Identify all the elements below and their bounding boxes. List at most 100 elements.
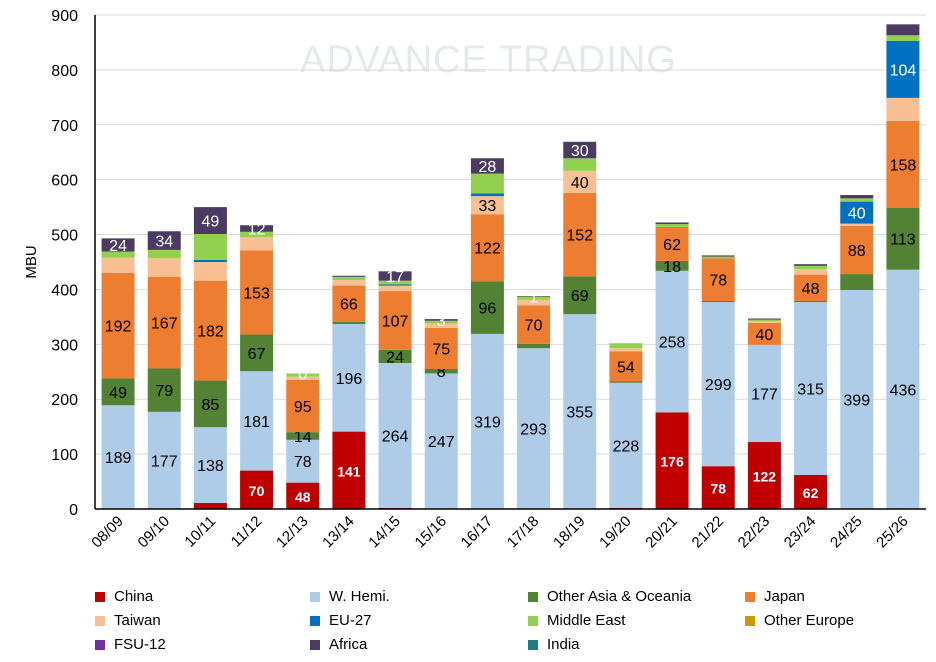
data-label: 40	[848, 206, 866, 223]
bar-stack: 355 69 152 40 30	[563, 141, 597, 509]
legend-label: Other Europe	[764, 612, 855, 629]
bar-segment-eu-27	[886, 40, 920, 98]
data-label: 182	[197, 324, 224, 341]
data-label: 30	[571, 143, 589, 160]
x-tick-label: 12/13	[273, 513, 312, 552]
bar-segment-taiwan	[886, 97, 920, 121]
bar-segment-japan	[655, 226, 689, 261]
bar-segment-other-asia-oceania	[563, 276, 597, 315]
data-label: 436	[890, 382, 917, 399]
data-label: 17	[386, 269, 404, 286]
bar-segment-other-asia-oceania	[424, 369, 458, 374]
bar-segment-other-asia-oceania	[101, 378, 135, 406]
bar-stack: 228 54	[609, 343, 643, 509]
bar-segment-middle-east	[378, 280, 412, 285]
data-label: 48	[802, 281, 820, 298]
x-tick-label: 09/10	[135, 513, 174, 552]
data-label: 122	[753, 469, 777, 485]
legend-label: Japan	[764, 588, 805, 605]
x-tick-label: 19/20	[596, 513, 635, 552]
bar-segment-taiwan	[332, 280, 366, 286]
bar-segment-w-hemi-	[378, 362, 412, 508]
bar-segment-africa	[101, 238, 135, 252]
data-label: 177	[751, 386, 778, 403]
bar-segment-middle-east	[193, 234, 227, 260]
legend-label: Africa	[329, 636, 368, 653]
bar-stack: 70 181 67 153 12	[240, 222, 274, 509]
data-label: 40	[756, 327, 774, 344]
bar-segment-other-asia-oceania	[378, 349, 412, 363]
bar-segment-eu-27	[470, 193, 504, 197]
legend-swatch	[528, 591, 538, 602]
data-label: 189	[105, 450, 132, 467]
data-label: 104	[890, 62, 917, 79]
bar-segment-africa	[747, 318, 781, 320]
bar-segment-middle-east	[101, 251, 135, 258]
legend-swatch	[745, 591, 755, 602]
data-label: 181	[243, 414, 270, 431]
legend-label: Taiwan	[114, 612, 161, 629]
bar-segment-w-hemi-	[794, 302, 828, 475]
x-tick-label: 17/18	[504, 513, 543, 552]
bar-segment-africa	[193, 207, 227, 235]
data-label: 319	[474, 414, 501, 431]
data-label: 12	[248, 222, 266, 239]
data-label: 70	[249, 483, 265, 499]
data-label: 79	[155, 383, 173, 400]
y-tick-label: 500	[51, 228, 78, 245]
legend-swatch	[310, 591, 320, 602]
bar-segment-taiwan	[378, 285, 412, 292]
bar-segment-eu-27	[378, 284, 412, 286]
bar-stack: 48 78 14 95 0	[286, 366, 320, 509]
bar-segment-taiwan	[747, 321, 781, 323]
bar-segment-w-hemi-	[424, 373, 458, 509]
data-label: 167	[151, 316, 178, 333]
bar-segment-africa	[794, 264, 828, 266]
legend-item: India	[528, 636, 580, 653]
y-tick-label: 300	[51, 337, 78, 354]
bar-segment-other-asia-oceania	[609, 381, 643, 383]
bar-segment-middle-east	[886, 35, 920, 41]
bar-segment-eu-27	[840, 201, 874, 224]
bar-stack: 399 88 40	[840, 195, 874, 509]
data-label: 24	[386, 349, 404, 366]
bar-segment-japan	[794, 274, 828, 301]
bar-segment-middle-east	[424, 320, 458, 324]
bar-segment-middle-east	[332, 276, 366, 281]
bar-segment-w-hemi-	[747, 344, 781, 443]
data-label: 141	[337, 463, 361, 479]
y-tick-label: 100	[51, 447, 78, 464]
bar-segment-w-hemi-	[286, 439, 320, 483]
bar-segment-africa	[240, 225, 274, 232]
bar-stack: 177 79 167 34	[147, 231, 181, 509]
bar-segment-china	[794, 474, 828, 509]
bar-segment-taiwan	[794, 269, 828, 275]
bar-segment-w-hemi-	[101, 405, 135, 509]
bar-segment-taiwan	[193, 262, 227, 281]
data-label: 48	[295, 489, 311, 505]
data-label: 299	[705, 377, 732, 394]
x-tick-label: 15/16	[412, 513, 451, 552]
bar-stack: 189 49 192 24	[101, 238, 135, 509]
bar-segment-africa	[378, 271, 412, 281]
data-label: 14	[294, 429, 312, 446]
data-label: 196	[336, 371, 363, 388]
data-label: 66	[340, 297, 358, 314]
watermark-logo: ADVANCE TRADING	[300, 39, 677, 81]
data-label: 70	[525, 318, 543, 335]
bar-stack: 138 85 182 49	[193, 207, 227, 509]
bar-segment-japan	[378, 291, 412, 350]
bar-segment-w-hemi-	[609, 382, 643, 508]
bar-segment-taiwan	[240, 237, 274, 251]
legend-item: China	[95, 588, 153, 605]
bar-stack: 247 8 75 3	[424, 313, 458, 509]
data-label: 176	[660, 454, 684, 470]
data-label: 67	[248, 346, 266, 363]
bar-segment-china	[286, 482, 320, 509]
bar-segment-japan	[424, 327, 458, 370]
data-label: 399	[843, 392, 870, 409]
data-label: 49	[109, 385, 127, 402]
bar-segment-africa	[563, 141, 597, 159]
bar-segment-africa	[517, 296, 551, 297]
data-label: 40	[571, 175, 589, 192]
